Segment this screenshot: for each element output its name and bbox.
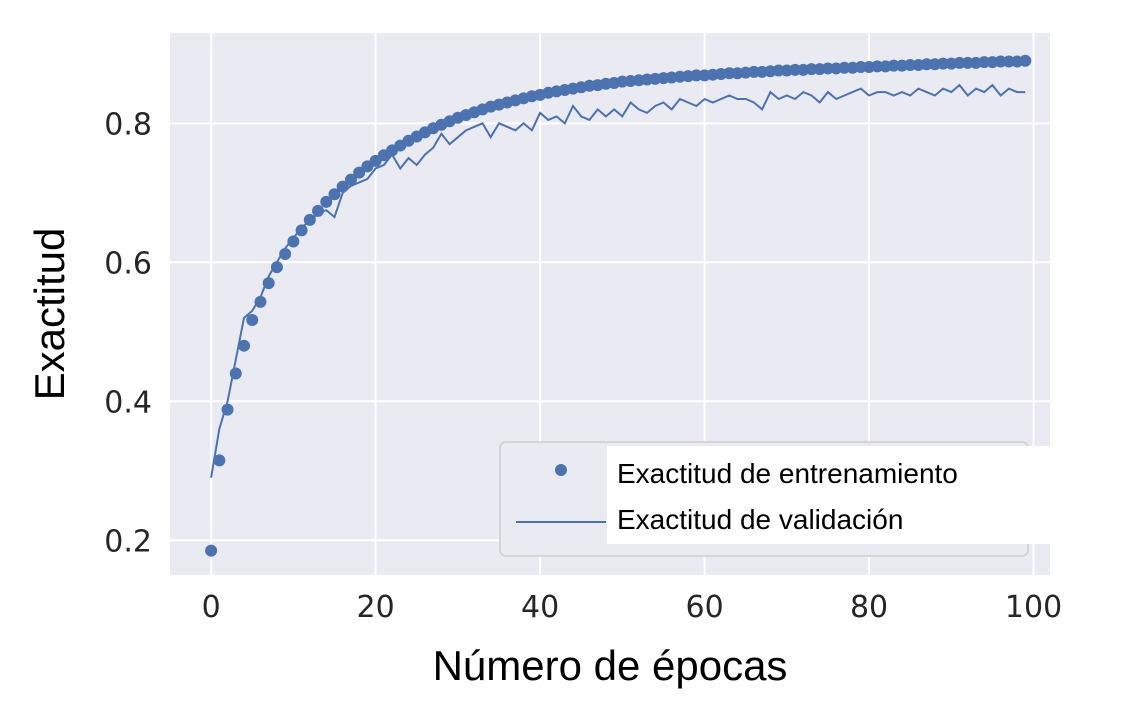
data-point-training (221, 403, 234, 416)
data-point-training (353, 166, 366, 179)
data-point-training (205, 544, 218, 557)
data-point-training (328, 188, 341, 201)
data-point-training (937, 57, 950, 70)
data-point-training (920, 58, 933, 71)
data-point-training (789, 63, 802, 76)
data-point-training (821, 62, 834, 75)
x-tick-label: 60 (685, 590, 723, 625)
tick-labels: 0 20 40 60 80 100 0.2 0.4 0.6 0.8 (104, 107, 1062, 625)
data-point-training (1019, 54, 1032, 67)
data-point-training (270, 261, 283, 274)
data-point-training (887, 59, 900, 72)
legend: Exactitud de entrenamiento Exactitud de … (499, 441, 1080, 557)
data-point-training (805, 63, 818, 76)
data-point-training (690, 69, 703, 82)
data-point-training (303, 213, 316, 226)
data-point-training (723, 67, 736, 80)
data-point-training (279, 247, 292, 260)
y-axis-label: Exactitud (26, 228, 73, 401)
y-tick-label: 0.4 (104, 385, 152, 420)
data-point-training (838, 61, 851, 74)
x-tick-label: 100 (1005, 590, 1062, 625)
data-point-training (904, 58, 917, 71)
data-point-training (254, 295, 267, 308)
legend-marker-training (555, 464, 567, 476)
series-layer (205, 54, 1032, 557)
data-point-training (772, 64, 785, 77)
x-tick-label: 0 (202, 590, 221, 625)
data-point-training (336, 180, 349, 193)
y-tick-label: 0.8 (104, 107, 152, 142)
x-axis-label: Número de épocas (433, 642, 788, 689)
data-point-training (238, 339, 251, 352)
x-tick-label: 80 (850, 590, 888, 625)
data-point-training (961, 56, 974, 69)
data-point-training (287, 235, 300, 248)
data-point-training (854, 61, 867, 74)
data-point-training (295, 224, 308, 237)
data-point-training (747, 65, 760, 78)
legend-label-training: Exactitud de entrenamiento (617, 458, 958, 489)
data-point-training (344, 173, 357, 186)
y-tick-label: 0.2 (104, 524, 152, 559)
legend-label-validation: Exactitud de validación (617, 504, 903, 535)
data-point-training (262, 277, 275, 290)
data-point-training (320, 195, 333, 208)
data-point-training (994, 55, 1007, 68)
data-point-training (213, 454, 226, 467)
data-point-training (246, 313, 259, 326)
y-tick-label: 0.6 (104, 246, 152, 281)
data-point-training (312, 204, 325, 217)
legend-text-background (607, 446, 1080, 544)
x-tick-label: 40 (521, 590, 559, 625)
data-point-training (1002, 55, 1015, 68)
data-point-training (978, 56, 991, 69)
x-tick-label: 20 (357, 590, 395, 625)
data-point-training (229, 367, 242, 380)
data-point-training (871, 60, 884, 73)
data-point-training (953, 56, 966, 69)
